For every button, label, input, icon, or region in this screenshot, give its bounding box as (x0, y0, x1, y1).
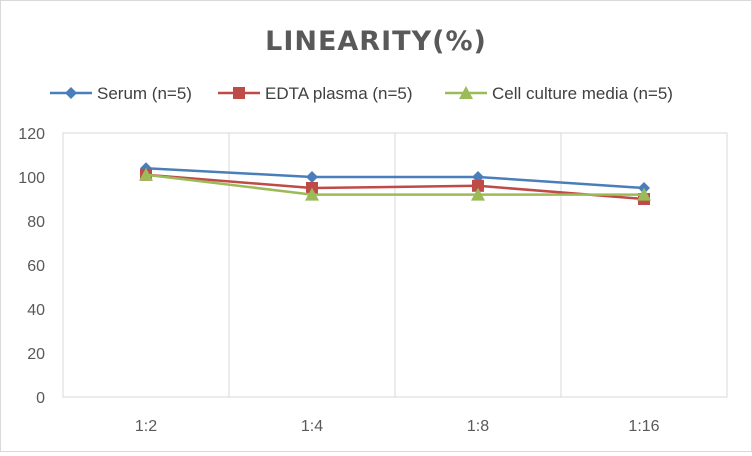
legend: Serum (n=5) EDTA plasma (n=5) Cell cultu… (50, 84, 673, 103)
x-tick-label: 1:2 (135, 418, 157, 435)
legend-label-edta-plasma: EDTA plasma (n=5) (265, 84, 413, 103)
square-marker-icon (233, 87, 245, 99)
diamond-marker-icon (65, 87, 77, 99)
y-tick-label: 60 (27, 258, 45, 275)
data-point-cell-culture-media (139, 167, 153, 181)
data-point-serum (306, 171, 318, 183)
triangle-marker-icon (459, 86, 473, 99)
legend-item-cell-culture-media: Cell culture media (n=5) (445, 84, 673, 103)
data-point-cell-culture-media (637, 187, 651, 201)
series-line-serum (145, 166, 645, 190)
x-tick-label: 1:16 (628, 418, 659, 435)
y-tick-label: 100 (18, 170, 45, 187)
y-tick-label: 120 (18, 126, 45, 143)
plot-area: 0 20 40 60 80 100 120 1:2 1:4 1:8 1:16 (18, 126, 728, 435)
plot-border (62, 132, 728, 398)
y-tick-label: 80 (27, 214, 45, 231)
series-line-cell-culture-media (145, 173, 644, 196)
legend-item-serum: Serum (n=5) (50, 84, 192, 103)
legend-item-edta-plasma: EDTA plasma (n=5) (218, 84, 413, 103)
x-tick-label: 1:4 (301, 418, 323, 435)
y-tick-label: 40 (27, 302, 45, 319)
chart-title: LINEARITY(%) (265, 26, 487, 57)
legend-label-cell-culture-media: Cell culture media (n=5) (492, 84, 673, 103)
data-point-cell-culture-media (471, 187, 485, 201)
x-tick-label: 1:8 (467, 418, 489, 435)
legend-label-serum: Serum (n=5) (97, 84, 192, 103)
y-tick-label: 0 (36, 390, 45, 407)
series-line-edta-plasma (145, 173, 645, 201)
y-tick-label: 20 (27, 346, 45, 363)
data-point-cell-culture-media (305, 187, 319, 201)
data-point-edta-plasma (472, 179, 484, 192)
